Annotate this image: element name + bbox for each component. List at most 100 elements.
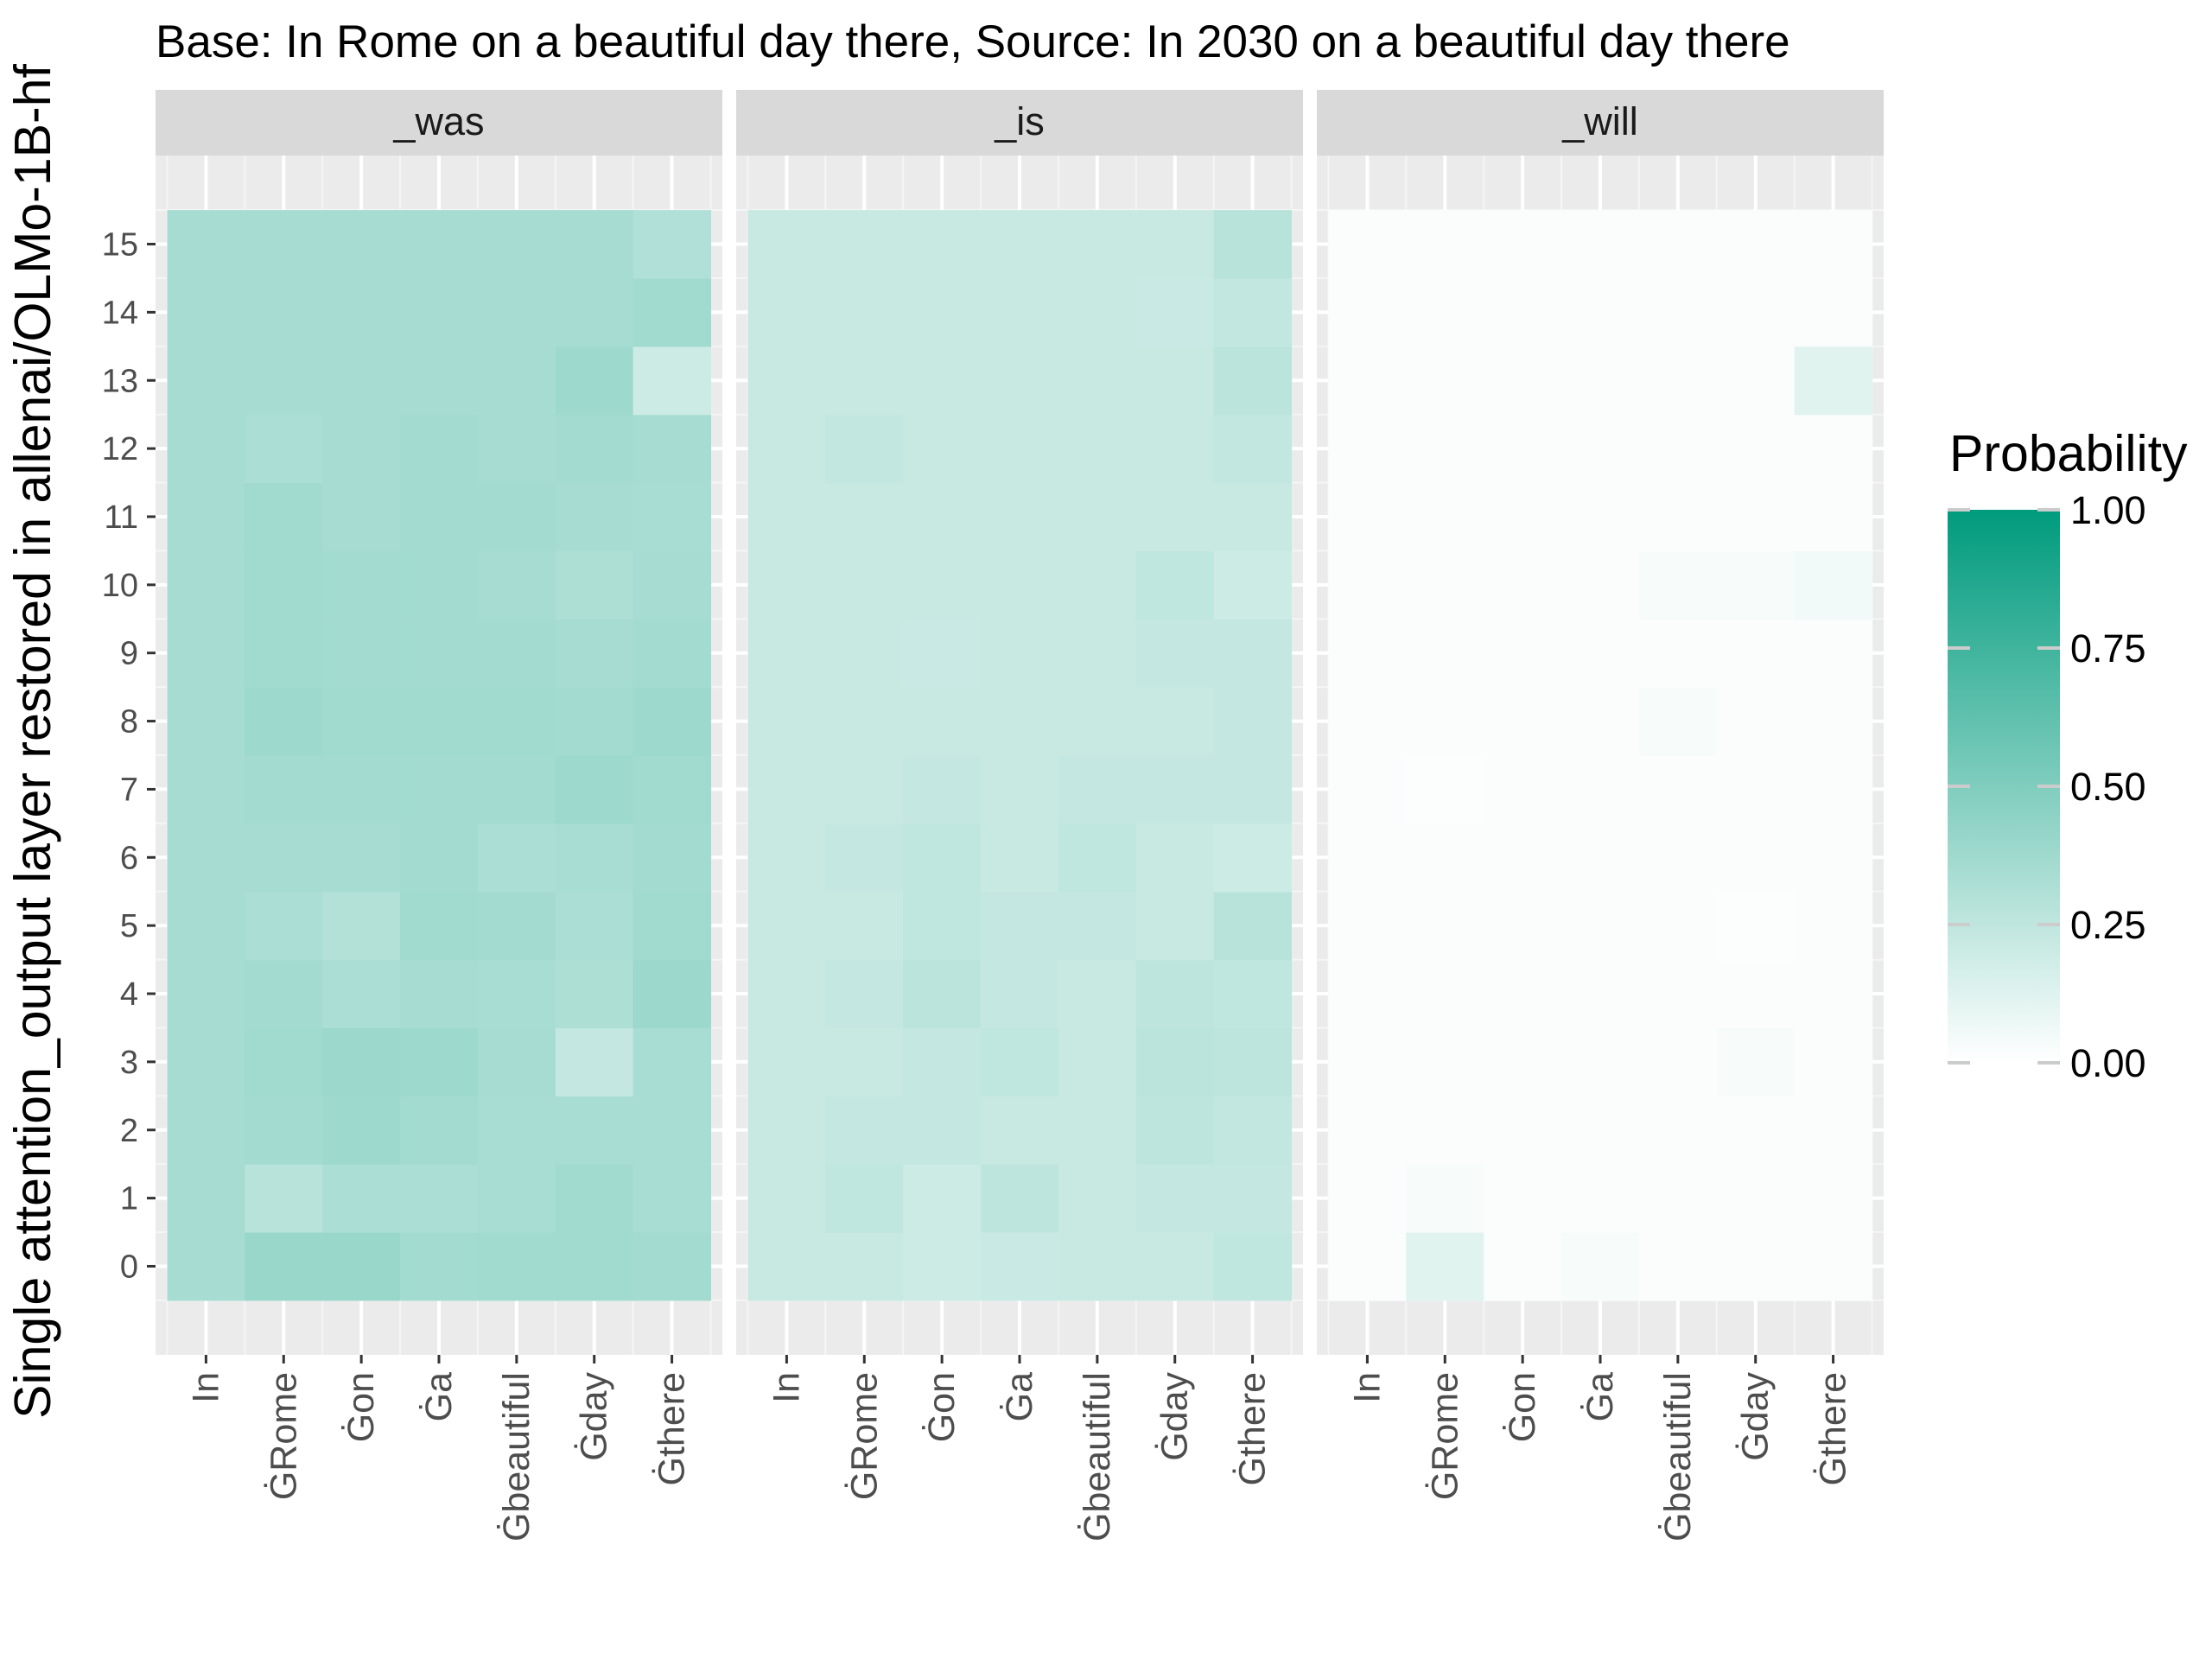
heatmap-cell [1135,1232,1215,1301]
heatmap-cell [1638,550,1718,620]
heatmap-cell [1213,1232,1293,1301]
heatmap-cell [632,550,712,620]
heatmap-cell [903,755,982,824]
heatmap-cell [1328,1096,1407,1165]
heatmap-cell [477,1232,556,1301]
heatmap-cell [400,210,479,279]
heatmap-cell [245,687,323,756]
heatmap-cell [1406,823,1484,893]
heatmap-cell [1794,210,1873,279]
heatmap-cell [1058,1096,1137,1165]
heatmap-cell [1058,1027,1137,1096]
heatmap-cell [1561,755,1640,824]
heatmap-cell [825,891,904,961]
heatmap-cell [322,1164,401,1233]
heatmap-cell [1058,755,1137,824]
heatmap-cell [167,414,245,484]
heatmap-cell [245,619,323,688]
heatmap-cell [167,1164,245,1233]
heatmap-cell [903,550,982,620]
heatmap-cell [1638,1027,1718,1096]
heatmap-cell [825,1096,904,1165]
heatmap-cell [1561,482,1640,552]
x-tick-label: In [766,1372,807,1403]
heatmap-cell [1058,619,1137,688]
heatmap-cell [747,687,826,756]
heatmap-cell [477,891,556,961]
legend-tick-label: 0.00 [2070,1041,2146,1085]
heatmap-cell [632,823,712,893]
facet-strip-label: _will [1561,99,1638,143]
heatmap-cell [825,619,904,688]
heatmap-cell [1794,959,1873,1029]
heatmap-cell [1213,346,1293,416]
heatmap-cell [477,687,556,756]
heatmap-cell [825,482,904,552]
heatmap-cell [1406,482,1484,552]
heatmap-cell [1638,755,1718,824]
heatmap-cell [167,550,245,620]
y-tick-label: 3 [120,1045,138,1081]
heatmap-cell [555,823,634,893]
heatmap-cell [1328,210,1407,279]
y-tick-label: 13 [102,363,138,399]
heatmap-cell [1561,1232,1640,1301]
facet-panels: _was In ĠRome Ġon Ġa Ġbeautiful Ġday Ġthere _is I… [102,90,1884,1541]
heatmap-cell [322,346,401,416]
heatmap-cell [555,755,634,824]
heatmap-cell [1638,823,1718,893]
heatmap-cell [1135,1164,1215,1233]
x-tick-label: ĠRome [843,1372,885,1500]
heatmap-cell [1135,755,1215,824]
heatmap-cell [747,755,826,824]
heatmap-cell [1058,891,1137,961]
heatmap-cell [322,1232,401,1301]
heatmap-cell [1213,823,1293,893]
heatmap-cell [555,1164,634,1233]
heatmap-cell [477,346,556,416]
heatmap-cell [1638,687,1718,756]
heatmap-cell [1484,1027,1562,1096]
heatmap-cell [1716,891,1796,961]
heatmap-cell [400,1027,479,1096]
heatmap-cell [1561,414,1640,484]
heatmap-cell [825,277,904,347]
heatmap-cell [555,414,634,484]
heatmap-cell [1484,550,1562,620]
heatmap-cell [1328,959,1407,1029]
heatmap-cell [1794,1096,1873,1165]
x-tick-label: ĠRome [1424,1372,1465,1500]
heatmap-cell [400,1096,479,1165]
heatmap-cell [322,277,401,347]
heatmap-cell [477,277,556,347]
heatmap-cell [167,891,245,961]
heatmap-cell [1484,687,1562,756]
heatmap-cell [1794,891,1873,961]
heatmap-cell [1058,823,1137,893]
heatmap-cell [1484,959,1562,1029]
heatmap-cell [1213,891,1293,961]
heatmap-cell [1135,550,1215,620]
heatmap-cell [1638,414,1718,484]
heatmap-cell [1561,277,1640,347]
heatmap-cell [747,823,826,893]
heatmap-cell [1213,210,1293,279]
heatmap-cell [1058,959,1137,1029]
heatmap-cell [1638,959,1718,1029]
heatmap-cell [1406,755,1484,824]
heatmap-cell [825,550,904,620]
heatmap-cell [632,277,712,347]
heatmap-cell [477,1096,556,1165]
heatmap-cell [477,1164,556,1233]
heatmap-cell [1135,619,1215,688]
heatmap-cell [322,550,401,620]
y-tick-label: 7 [120,772,138,808]
panel-will: _will In ĠRome Ġon Ġa Ġbeautiful Ġday Ġthere [1317,90,1884,1541]
heatmap-cell [167,959,245,1029]
heatmap-cell [555,550,634,620]
heatmap-cell [167,1232,245,1301]
heatmap-cell [1716,1096,1796,1165]
heatmap-cell [981,1027,1059,1096]
heatmap-cell [1135,346,1215,416]
